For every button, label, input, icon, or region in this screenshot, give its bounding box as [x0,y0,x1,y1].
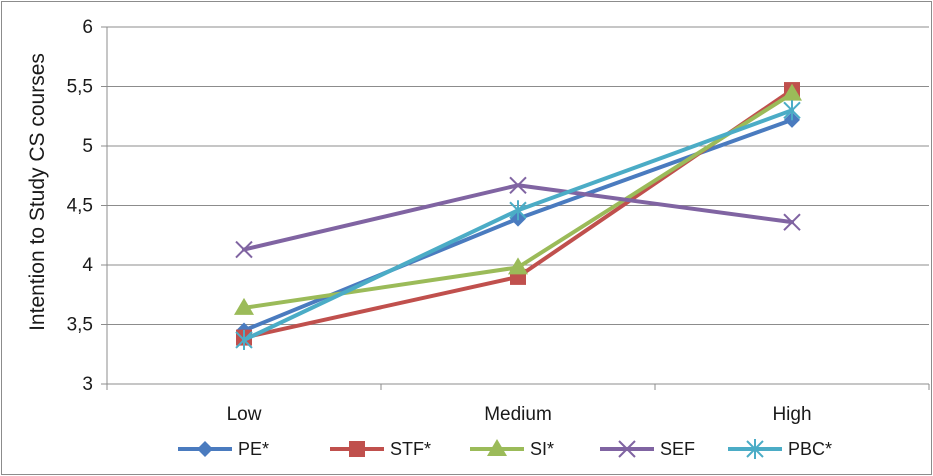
series-sef [235,176,801,259]
y-tick-label: 6 [82,17,93,38]
diamond-marker [197,441,213,457]
legend-item: SEF [600,439,695,459]
legend-label: SI* [530,439,554,459]
x-tick-label: High [772,404,811,425]
legend-marker [197,441,213,457]
data-point [782,83,802,101]
y-tick-label: 4,5 [67,196,93,217]
x-marker-stroke [783,213,801,231]
legend-label: STF* [390,439,431,459]
y-tick-label: 4 [82,255,93,276]
x-tick-label: Low [227,404,262,425]
y-tick-label: 3,5 [67,315,93,336]
data-point [783,213,801,231]
legend-label: PE* [238,439,269,459]
x-tick-label: Medium [484,404,552,425]
legend-label: PBC* [788,439,832,459]
legend-marker [487,439,507,456]
y-tick-label: 5 [82,136,93,157]
x-marker-stroke [509,176,527,194]
data-point [509,200,527,221]
y-axis-title: Intention to Study CS courses [26,53,49,331]
legend-marker [618,440,636,458]
data-point [508,257,528,275]
triangle-marker [508,257,528,275]
legend: PE* STF* SI* SEF PBC* [178,439,832,459]
triangle-marker [234,297,254,315]
series-si [234,83,802,315]
series [234,82,802,350]
legend-item: STF* [330,439,431,459]
legend-item: SI* [470,439,554,459]
legend-label: SEF [660,439,695,459]
data-point [509,176,527,194]
legend-marker [746,439,764,459]
legend-marker [349,441,365,457]
x-marker-stroke [235,240,253,259]
square-marker [349,441,365,457]
y-tick-label: 3 [82,374,93,395]
data-point [235,240,253,259]
data-point [235,329,253,350]
triangle-marker [782,83,802,101]
y-tick-label: 5,5 [67,77,93,98]
tick-labels: 3 3,5 4 4,5 5 5,5 6 Low Medium High [67,17,812,425]
legend-item: PE* [178,439,269,459]
data-point [234,297,254,315]
x-marker-stroke [618,440,636,458]
legend-item: PBC* [728,439,832,459]
data-point [783,100,801,121]
axes [101,26,930,390]
series-pbc [235,100,801,350]
triangle-marker [487,439,507,456]
